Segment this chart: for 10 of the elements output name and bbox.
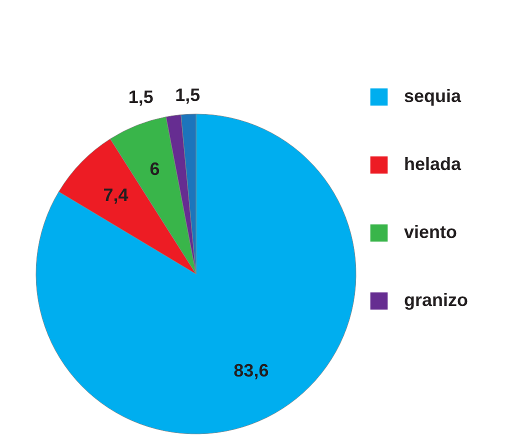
legend-label: viento <box>404 222 458 242</box>
data-label: 1,5 <box>128 86 154 107</box>
data-label: 6 <box>150 158 160 179</box>
data-label: 7,4 <box>103 184 128 205</box>
legend-label: sequia <box>404 86 462 106</box>
data-label: 1,5 <box>175 85 200 106</box>
legend-label: helada <box>404 154 462 174</box>
legend-label: granizo <box>404 290 468 310</box>
data-label: 83,6 <box>234 360 269 380</box>
pie-slice <box>36 114 356 434</box>
